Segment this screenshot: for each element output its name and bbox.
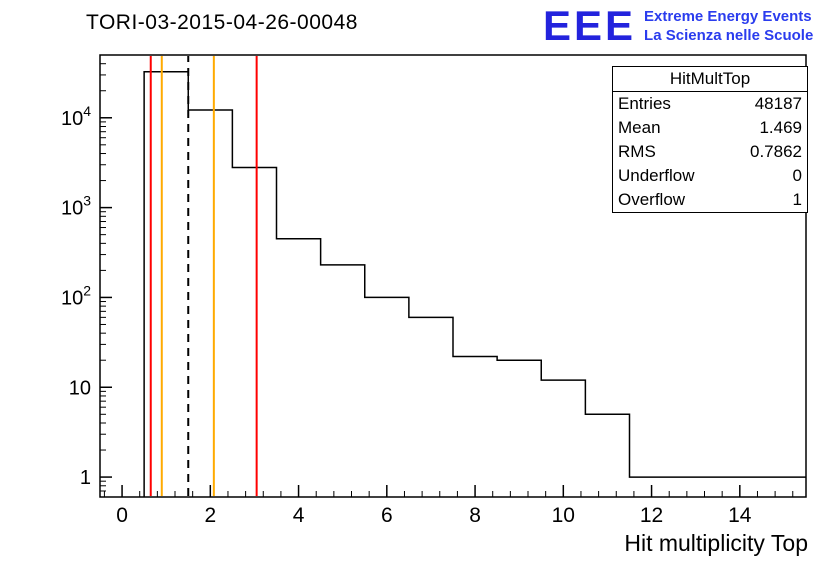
chart-title: TORI-03-2015-04-26-00048 [86,11,358,34]
stats-row: RMS 0.7862 [613,140,807,164]
eee-logo: EEE Extreme Energy Events La Scienza nel… [543,4,813,48]
stats-row-label: RMS [618,142,656,161]
eee-logo-text: Extreme Energy Events La Scienza nelle S… [644,7,813,45]
plot-frame [99,54,807,498]
stats-row-value: 1.469 [759,118,802,137]
stats-row-label: Underflow [618,166,695,185]
x-tick-label: 2 [204,504,216,527]
stats-rows: Entries 48187 Mean 1.469 RMS 0.7862 Underflow 0… [613,92,807,212]
stats-row-label: Overflow [618,190,686,209]
stats-box-title: HitMultTop [613,67,807,92]
eee-logo-line2: La Scienza nelle Scuole [644,27,814,44]
eee-logo-letters: EEE [543,2,637,49]
x-tick-label: 8 [469,504,481,527]
y-tick-label: 103 [61,193,91,220]
stats-row-value: 48187 [754,94,802,113]
stats-row: Underflow 0 [613,164,807,188]
y-tick-label: 102 [61,282,91,309]
x-tick-label: 12 [640,504,663,527]
stats-row: Mean 1.469 [613,116,807,140]
x-axis-title: Hit multiplicity Top [624,530,808,556]
y-tick-label: 1 [80,467,91,489]
histogram-line [143,71,806,497]
stats-row-value: 1 [792,190,802,209]
stats-row: Overflow 1 [613,188,807,212]
stats-row-value: 0 [792,166,802,185]
x-tick-label: 4 [293,504,305,527]
x-tick-label: 6 [381,504,393,527]
y-tick-label: 10 [69,377,91,399]
stats-row-label: Entries [618,94,671,113]
x-tick-label: 0 [116,504,128,527]
stats-box: HitMultTop Entries 48187 Mean 1.469 RMS 0.786… [612,66,808,213]
stats-row: Entries 48187 [613,92,807,116]
x-tick-label: 14 [728,504,752,527]
stats-row-label: Mean [618,118,661,137]
stats-row-value: 0.7862 [750,142,802,161]
y-tick-label: 104 [61,103,91,130]
x-tick-label: 10 [552,504,575,527]
eee-logo-line1: Extreme Energy Events [644,8,812,25]
